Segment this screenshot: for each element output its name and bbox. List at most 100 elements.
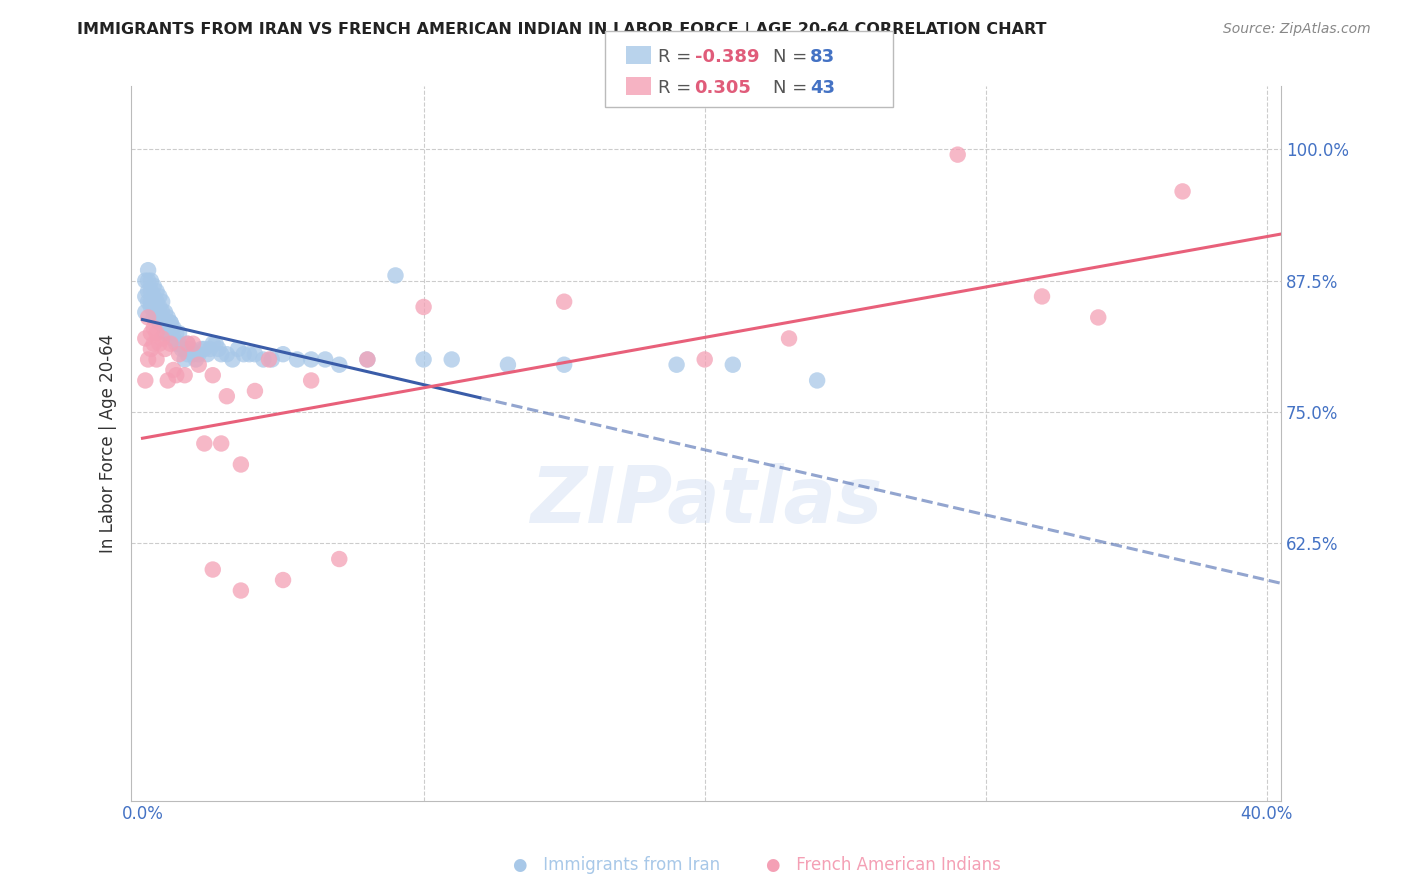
Point	[139, 294, 162, 309]
Point	[285, 352, 308, 367]
Point	[145, 300, 167, 314]
Point	[440, 352, 463, 367]
Text: ●   French American Indians: ● French American Indians	[766, 856, 1001, 874]
Text: Source: ZipAtlas.com: Source: ZipAtlas.com	[1223, 22, 1371, 37]
Point	[145, 326, 167, 341]
Point	[165, 326, 187, 341]
Point	[148, 316, 170, 330]
Point	[134, 305, 156, 319]
Point	[257, 352, 280, 367]
Point	[260, 352, 283, 367]
Point	[193, 342, 215, 356]
Point	[271, 347, 294, 361]
Point	[209, 347, 232, 361]
Point	[384, 268, 406, 283]
Point	[181, 347, 204, 361]
Point	[156, 326, 179, 341]
Point	[153, 342, 176, 356]
Point	[232, 347, 254, 361]
Point	[356, 352, 378, 367]
Point	[1087, 310, 1109, 325]
Point	[946, 147, 969, 161]
Point	[176, 336, 198, 351]
Point	[145, 284, 167, 298]
Point	[148, 336, 170, 351]
Point	[553, 294, 575, 309]
Point	[142, 321, 165, 335]
Point	[187, 347, 209, 361]
Point	[159, 326, 181, 341]
Point	[221, 352, 243, 367]
Point	[153, 326, 176, 341]
Point	[139, 284, 162, 298]
Point	[195, 347, 218, 361]
Point	[201, 562, 224, 576]
Point	[167, 347, 190, 361]
Point	[209, 436, 232, 450]
Point	[136, 274, 159, 288]
Point	[252, 352, 274, 367]
Point	[153, 305, 176, 319]
Point	[150, 310, 173, 325]
Point	[665, 358, 688, 372]
Text: -0.389: -0.389	[695, 48, 759, 66]
Point	[271, 573, 294, 587]
Point	[167, 326, 190, 341]
Point	[156, 321, 179, 335]
Point	[165, 336, 187, 351]
Point	[356, 352, 378, 367]
Point	[148, 310, 170, 325]
Point	[162, 331, 184, 345]
Point	[193, 436, 215, 450]
Point	[238, 347, 260, 361]
Point	[148, 300, 170, 314]
Text: ●   Immigrants from Iran: ● Immigrants from Iran	[513, 856, 720, 874]
Point	[145, 352, 167, 367]
Point	[142, 336, 165, 351]
Point	[229, 458, 252, 472]
Point	[553, 358, 575, 372]
Point	[693, 352, 716, 367]
Point	[176, 347, 198, 361]
Text: 83: 83	[810, 48, 835, 66]
Text: IMMIGRANTS FROM IRAN VS FRENCH AMERICAN INDIAN IN LABOR FORCE | AGE 20-64 CORREL: IMMIGRANTS FROM IRAN VS FRENCH AMERICAN …	[77, 22, 1047, 38]
Text: R =: R =	[658, 48, 697, 66]
Point	[159, 336, 181, 351]
Point	[142, 279, 165, 293]
Text: R =: R =	[658, 78, 703, 97]
Point	[201, 368, 224, 383]
Point	[328, 552, 350, 566]
Text: ZIPatlas: ZIPatlas	[530, 463, 882, 539]
Point	[207, 342, 229, 356]
Point	[173, 368, 195, 383]
Point	[159, 316, 181, 330]
Point	[198, 342, 221, 356]
Point	[142, 310, 165, 325]
Point	[215, 347, 238, 361]
Point	[139, 342, 162, 356]
Point	[181, 336, 204, 351]
Point	[139, 326, 162, 341]
Point	[162, 321, 184, 335]
Point	[136, 284, 159, 298]
Point	[156, 374, 179, 388]
Point	[150, 305, 173, 319]
Point	[134, 331, 156, 345]
Point	[299, 374, 322, 388]
Point	[145, 305, 167, 319]
Point	[496, 358, 519, 372]
Point	[136, 263, 159, 277]
Point	[156, 310, 179, 325]
Point	[204, 336, 226, 351]
Point	[134, 289, 156, 303]
Point	[778, 331, 800, 345]
Point	[145, 294, 167, 309]
Point	[243, 384, 266, 398]
Point	[134, 274, 156, 288]
Point	[162, 363, 184, 377]
Point	[314, 352, 336, 367]
Point	[299, 352, 322, 367]
Point	[145, 310, 167, 325]
Point	[150, 294, 173, 309]
Point	[153, 316, 176, 330]
